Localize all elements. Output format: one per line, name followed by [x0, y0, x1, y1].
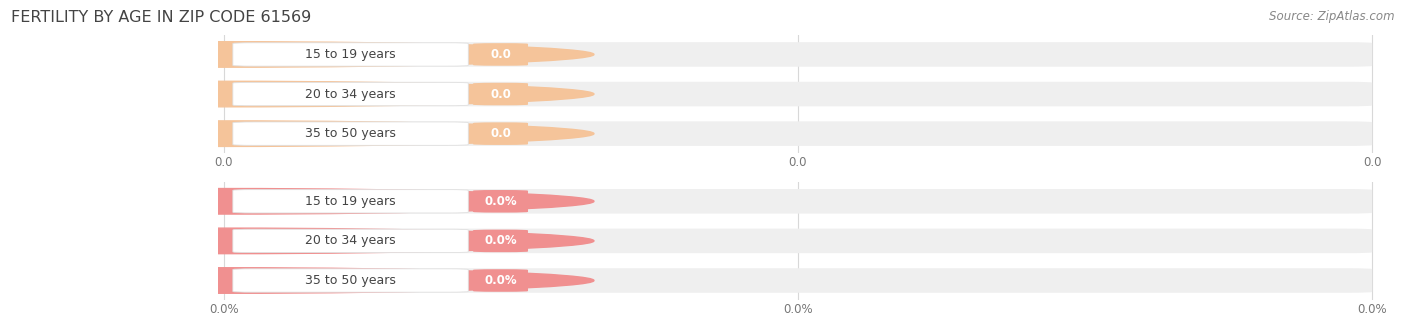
FancyBboxPatch shape: [472, 230, 529, 252]
FancyBboxPatch shape: [472, 269, 529, 292]
FancyBboxPatch shape: [224, 268, 1372, 293]
FancyBboxPatch shape: [472, 83, 529, 105]
Text: 20 to 34 years: 20 to 34 years: [305, 87, 396, 101]
FancyBboxPatch shape: [233, 43, 468, 66]
Text: 0.0: 0.0: [491, 48, 510, 61]
Text: FERTILITY BY AGE IN ZIP CODE 61569: FERTILITY BY AGE IN ZIP CODE 61569: [11, 10, 312, 25]
FancyBboxPatch shape: [233, 122, 468, 145]
FancyBboxPatch shape: [472, 43, 529, 66]
FancyBboxPatch shape: [233, 190, 468, 213]
Circle shape: [0, 121, 593, 147]
FancyBboxPatch shape: [224, 189, 1372, 214]
Text: 15 to 19 years: 15 to 19 years: [305, 48, 396, 61]
Text: 0.0%: 0.0%: [484, 274, 517, 287]
FancyBboxPatch shape: [233, 82, 468, 106]
Text: 0.0%: 0.0%: [484, 234, 517, 248]
Text: 35 to 50 years: 35 to 50 years: [305, 274, 396, 287]
Text: 15 to 19 years: 15 to 19 years: [305, 195, 396, 208]
FancyBboxPatch shape: [233, 269, 468, 292]
FancyBboxPatch shape: [233, 229, 468, 252]
Circle shape: [0, 81, 593, 107]
FancyBboxPatch shape: [472, 122, 529, 145]
FancyBboxPatch shape: [224, 82, 1372, 106]
FancyBboxPatch shape: [224, 42, 1372, 67]
Circle shape: [0, 228, 593, 254]
Text: 20 to 34 years: 20 to 34 years: [305, 234, 396, 248]
FancyBboxPatch shape: [224, 121, 1372, 146]
Text: 0.0%: 0.0%: [484, 195, 517, 208]
Circle shape: [0, 188, 593, 214]
Text: Source: ZipAtlas.com: Source: ZipAtlas.com: [1270, 10, 1395, 23]
FancyBboxPatch shape: [224, 229, 1372, 253]
Text: 0.0: 0.0: [491, 127, 510, 140]
Text: 0.0: 0.0: [491, 87, 510, 101]
Text: 35 to 50 years: 35 to 50 years: [305, 127, 396, 140]
FancyBboxPatch shape: [472, 190, 529, 213]
Circle shape: [0, 42, 593, 67]
Circle shape: [0, 268, 593, 293]
